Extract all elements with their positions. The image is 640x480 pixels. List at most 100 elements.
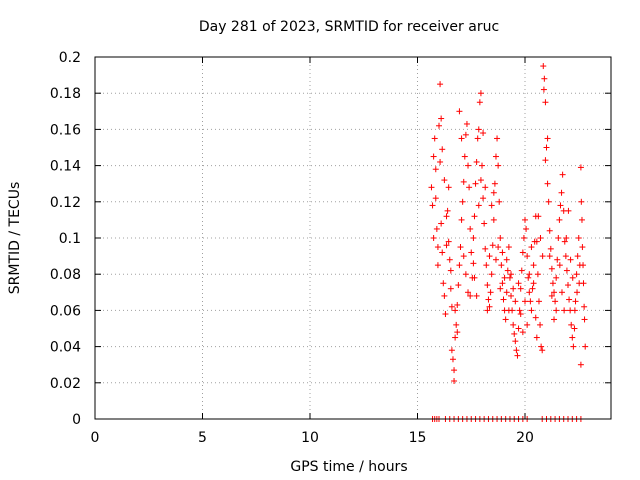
- data-point: [490, 216, 497, 223]
- data-point: [528, 307, 535, 314]
- data-point: [485, 296, 492, 303]
- data-point: [512, 298, 519, 305]
- data-point: [549, 280, 556, 287]
- data-point: [460, 178, 467, 185]
- y-tick-label: 0.18: [50, 86, 81, 102]
- data-point: [533, 238, 540, 245]
- data-point: [496, 198, 503, 205]
- data-point: [439, 249, 446, 256]
- data-point: [481, 220, 488, 227]
- data-point: [459, 198, 466, 205]
- data-point: [458, 216, 465, 223]
- x-tick-label: 15: [409, 430, 427, 446]
- data-point: [436, 122, 442, 129]
- data-point: [471, 213, 478, 220]
- data-point: [446, 256, 453, 263]
- data-point: [470, 235, 477, 241]
- data-point: [477, 177, 484, 184]
- data-point: [551, 289, 558, 296]
- data-point: [556, 216, 563, 223]
- data-point: [543, 144, 550, 151]
- data-point: [438, 220, 445, 227]
- data-point: [518, 267, 525, 274]
- data-point: [453, 321, 460, 328]
- data-point: [540, 86, 547, 93]
- data-point: [479, 162, 485, 169]
- data-point: [558, 289, 565, 296]
- data-point: [529, 285, 536, 292]
- data-point: [510, 321, 517, 328]
- data-point: [530, 280, 537, 287]
- data-point: [567, 256, 574, 263]
- data-point: [445, 238, 452, 245]
- data-point: [492, 153, 499, 160]
- data-point: [463, 120, 470, 127]
- data-point: [445, 184, 452, 191]
- data-point: [539, 253, 546, 260]
- data-point: [430, 153, 437, 160]
- data-point: [554, 256, 561, 263]
- data-point: [432, 166, 439, 173]
- data-point: [456, 262, 463, 269]
- data-point: [515, 325, 522, 332]
- data-point: [555, 235, 562, 241]
- data-point: [522, 216, 528, 223]
- data-point: [465, 162, 472, 169]
- data-point: [519, 249, 526, 256]
- data-point: [571, 325, 578, 332]
- data-point: [565, 207, 572, 214]
- data-point: [548, 265, 555, 272]
- data-point: [480, 195, 487, 202]
- data-point: [488, 202, 495, 209]
- data-point: [581, 303, 588, 310]
- y-tick-label: 0.1: [59, 231, 81, 247]
- data-point: [569, 334, 576, 341]
- data-point: [443, 213, 450, 220]
- data-point: [452, 307, 459, 314]
- data-point: [451, 377, 458, 384]
- data-point: [538, 343, 545, 350]
- data-point: [462, 131, 469, 138]
- grid-lines: [95, 57, 611, 419]
- data-point: [431, 135, 438, 142]
- data-point: [476, 99, 483, 106]
- axis-ticks: 0 5 10 15 20 0 0.02 0.04 0.06 0.08 0.1 0.12 0.14 0.16…: [50, 50, 611, 446]
- chart-title: Day 281 of 2023, SRMTID for receiver aru…: [199, 19, 499, 35]
- data-point: [440, 280, 447, 287]
- data-point: [457, 244, 464, 251]
- data-point: [471, 274, 478, 281]
- data-point: [490, 189, 497, 196]
- data-point: [568, 321, 575, 328]
- data-point: [444, 207, 451, 214]
- x-axis-label: GPS time / hours: [290, 459, 407, 475]
- data-point: [498, 262, 505, 269]
- data-point: [489, 242, 496, 249]
- data-point: [525, 274, 532, 281]
- data-point: [535, 298, 542, 305]
- data-point: [533, 334, 540, 341]
- data-point: [540, 63, 547, 70]
- data-point: [434, 262, 441, 269]
- data-point: [448, 303, 455, 310]
- y-tick-label: 0: [72, 412, 81, 428]
- plot-frame: [94, 56, 612, 420]
- data-point: [441, 177, 448, 184]
- data-point: [519, 329, 526, 336]
- y-tick-label: 0.08: [50, 267, 81, 283]
- data-point: [470, 260, 477, 267]
- data-point: [473, 158, 480, 165]
- data-point: [553, 307, 560, 314]
- data-point: [499, 280, 506, 287]
- data-point: [512, 338, 519, 345]
- data-point: [437, 158, 444, 165]
- data-point: [559, 171, 566, 178]
- data-point: [526, 271, 533, 278]
- data-point: [515, 280, 522, 287]
- data-point: [546, 227, 553, 234]
- data-point: [516, 307, 523, 314]
- data-point: [563, 267, 570, 274]
- data-point: [566, 296, 573, 303]
- data-points: [428, 63, 589, 422]
- data-point: [475, 126, 482, 133]
